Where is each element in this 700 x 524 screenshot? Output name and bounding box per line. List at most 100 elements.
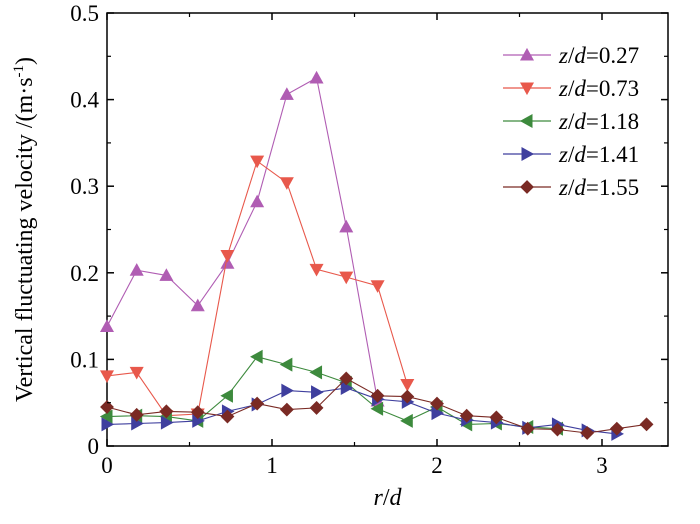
data-point: [609, 421, 624, 436]
data-point: [101, 417, 115, 432]
data-point: [99, 319, 115, 332]
series-line: [106, 387, 617, 435]
y-tick-label: 0.2: [70, 261, 99, 286]
data-point: [400, 413, 413, 428]
y-axis-title-main: Vertical fluctuating velocity /(m·s: [12, 77, 38, 402]
data-point: [250, 155, 265, 169]
legend-label: z/d=1.55: [558, 175, 639, 200]
data-point: [520, 421, 535, 436]
data-point: [220, 409, 235, 424]
data-point: [580, 426, 595, 440]
y-tick-label: 0: [88, 434, 100, 459]
y-tick-label: 0.1: [70, 347, 99, 372]
legend-label-part: /: [568, 43, 575, 68]
x-tick-label: 0: [101, 453, 113, 478]
y-axis-title-exponent: -1: [11, 65, 27, 78]
legend-label-part: d: [574, 109, 586, 134]
data-point: [220, 249, 235, 263]
legend-label-part: z: [558, 43, 568, 68]
data-point: [129, 263, 144, 276]
series-line: [106, 356, 558, 430]
x-axis-title-r: r: [373, 485, 383, 511]
data-point: [459, 408, 474, 423]
legend-item: z/d=0.73: [503, 76, 639, 101]
data-point: [430, 396, 444, 411]
legend-marker: [519, 82, 535, 96]
data-point: [400, 379, 415, 392]
data-point: [400, 389, 415, 404]
legend-item: z/d=1.41: [503, 142, 639, 167]
legend-label: z/d=0.27: [558, 43, 639, 68]
data-point: [431, 406, 445, 421]
data-point: [370, 388, 385, 403]
data-point: [340, 380, 354, 395]
legend-label-part: /: [568, 142, 575, 167]
data-point: [309, 400, 324, 415]
legend-item: z/d=1.18: [503, 109, 639, 134]
data-point: [639, 417, 654, 432]
data-point: [99, 370, 115, 383]
data-point: [190, 298, 205, 312]
legend-label-part: /: [568, 109, 575, 134]
series-line: [106, 77, 379, 402]
legend-label-part: d: [574, 76, 586, 101]
y-tick-label: 0.4: [70, 88, 99, 113]
data-point: [339, 371, 354, 386]
legend-label-part: =0.73: [586, 76, 639, 101]
series-0: [99, 70, 385, 407]
x-axis-title-slash: /: [383, 485, 390, 511]
data-point: [100, 400, 114, 414]
data-point: [279, 402, 294, 417]
legend-item: z/d=0.27: [503, 43, 639, 68]
data-point: [279, 87, 294, 100]
data-point: [250, 349, 263, 364]
data-point: [309, 365, 323, 380]
data-point: [489, 410, 504, 425]
data-point: [279, 177, 294, 190]
data-point: [250, 194, 265, 208]
legend-label-part: d: [574, 175, 586, 200]
data-point: [370, 401, 384, 416]
data-point: [129, 366, 144, 380]
legend-item: z/d=1.55: [503, 175, 639, 200]
data-point: [190, 405, 205, 420]
x-axis-title: r/d: [373, 485, 402, 511]
data-point: [129, 407, 144, 422]
y-tick-label: 0.5: [70, 1, 99, 26]
legend-label-part: =1.41: [586, 142, 639, 167]
series-4: [100, 371, 654, 440]
data-point: [160, 415, 174, 430]
y-tick-label: 0.3: [70, 174, 99, 199]
data-point: [550, 422, 565, 437]
y-axis-title: Vertical fluctuating velocity /(m·s-1): [11, 57, 38, 402]
data-point: [159, 268, 174, 281]
data-point: [99, 409, 113, 424]
data-point: [370, 280, 385, 293]
legend-marker: [519, 47, 535, 61]
x-tick-label: 1: [266, 453, 278, 478]
data-layer: [99, 70, 654, 441]
legend-label-part: /: [568, 175, 575, 200]
data-point: [309, 263, 324, 277]
legend-marker: [521, 146, 535, 162]
data-point: [159, 404, 174, 419]
data-point: [220, 256, 235, 269]
legend-label-part: =1.18: [586, 109, 639, 134]
data-point: [281, 383, 294, 398]
legend-label-part: /: [568, 76, 575, 101]
legend-label-part: z: [558, 142, 568, 167]
legend-label-part: d: [574, 43, 586, 68]
data-point: [220, 388, 233, 403]
series-3: [101, 380, 624, 441]
legend-label: z/d=1.18: [558, 109, 639, 134]
legend-label: z/d=0.73: [558, 76, 639, 101]
legend-label-part: d: [574, 142, 586, 167]
legend-label-part: z: [558, 175, 568, 200]
data-point: [339, 271, 354, 285]
x-tick-label: 3: [596, 453, 608, 478]
legend-marker: [519, 113, 533, 129]
legend-label-part: z: [558, 109, 568, 134]
data-point: [311, 385, 324, 400]
